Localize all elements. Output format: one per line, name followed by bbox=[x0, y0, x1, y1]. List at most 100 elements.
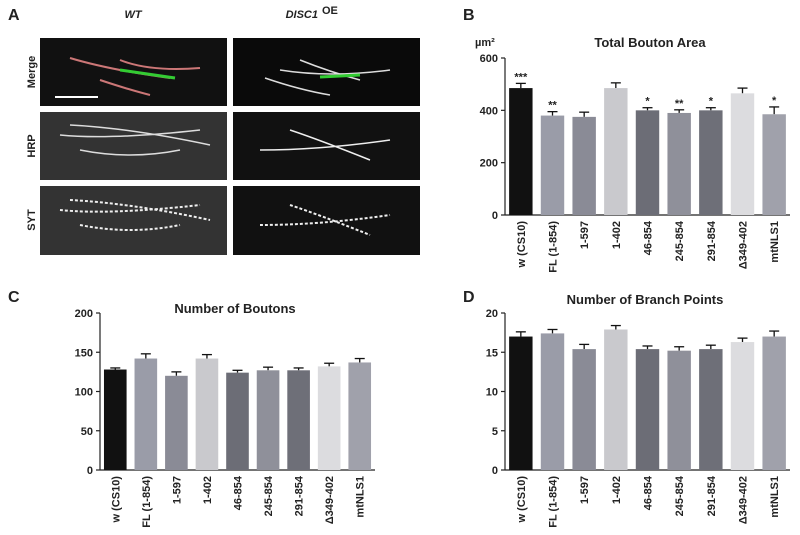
y-tick-label: 0 bbox=[492, 465, 498, 477]
bar bbox=[730, 342, 755, 470]
bar bbox=[256, 370, 280, 470]
x-tick-label: 245-854 bbox=[263, 475, 275, 516]
y-tick-label: 150 bbox=[75, 347, 93, 359]
panel-label: C bbox=[8, 289, 20, 306]
neuron bbox=[259, 129, 391, 161]
x-tick-label: 245-854 bbox=[674, 475, 686, 516]
y-tick-label: 50 bbox=[81, 426, 93, 438]
x-tick-label: 291-854 bbox=[706, 475, 718, 516]
row-label: Merge bbox=[26, 56, 38, 88]
bar bbox=[348, 362, 372, 470]
x-tick-label: 291-854 bbox=[294, 475, 306, 516]
image bbox=[233, 186, 420, 255]
x-tick-label: mtNLS1 bbox=[769, 476, 781, 518]
image bbox=[40, 112, 227, 180]
bar bbox=[730, 93, 755, 215]
bar bbox=[317, 366, 341, 470]
significance: ** bbox=[675, 98, 684, 110]
panel-label: B bbox=[463, 7, 475, 24]
bar bbox=[762, 336, 786, 470]
x-tick-label: FL (1-854) bbox=[141, 476, 153, 528]
bar bbox=[699, 349, 723, 470]
significance: * bbox=[772, 95, 777, 107]
x-tick-label: w (CS10) bbox=[110, 476, 122, 524]
y-tick-label: 20 bbox=[486, 308, 498, 320]
x-tick-label: 1-402 bbox=[202, 476, 214, 504]
bar bbox=[103, 369, 127, 470]
image bbox=[233, 112, 420, 180]
x-tick-label: 46-854 bbox=[233, 475, 245, 510]
x-tick-label: 46-854 bbox=[643, 475, 655, 510]
x-tick-label: mtNLS1 bbox=[769, 221, 781, 263]
significance: * bbox=[645, 96, 650, 108]
neuron bbox=[259, 204, 391, 236]
bar bbox=[572, 116, 596, 215]
neuron bbox=[59, 124, 211, 156]
y-tick-label: 400 bbox=[480, 105, 498, 117]
x-tick-label: FL (1-854) bbox=[548, 221, 560, 273]
bar bbox=[667, 350, 691, 470]
bar bbox=[762, 114, 786, 215]
y-tick-label: 10 bbox=[486, 387, 498, 399]
bar bbox=[540, 115, 565, 215]
x-tick-label: FL (1-854) bbox=[548, 476, 560, 528]
x-tick-label: 291-854 bbox=[706, 220, 718, 261]
bar bbox=[635, 110, 660, 215]
significance: * bbox=[709, 96, 714, 108]
bar bbox=[134, 358, 158, 470]
chart-title: Total Bouton Area bbox=[594, 35, 706, 50]
row-label: SYT bbox=[26, 209, 38, 231]
bar bbox=[540, 333, 565, 470]
y-tick-label: 0 bbox=[492, 210, 498, 222]
y-tick-label: 5 bbox=[492, 426, 498, 438]
y-tick-label: 200 bbox=[75, 308, 93, 320]
chart-title: Number of Boutons bbox=[174, 301, 295, 316]
x-tick-label: Δ349-402 bbox=[738, 476, 750, 524]
panel-a: A WT DISC1 OE Merge HRP SYT bbox=[8, 5, 420, 255]
x-tick-label: Δ349-402 bbox=[738, 221, 750, 269]
bar bbox=[509, 88, 533, 215]
y-tick-label: 100 bbox=[75, 387, 93, 399]
significance: ** bbox=[548, 100, 557, 112]
panel-label: A bbox=[8, 7, 20, 24]
y-tick-label: 600 bbox=[480, 53, 498, 65]
image bbox=[40, 186, 227, 255]
panel-label: D bbox=[463, 289, 475, 306]
bar bbox=[195, 358, 219, 470]
x-tick-label: Δ349-402 bbox=[324, 476, 336, 524]
image bbox=[233, 38, 420, 106]
column-superscript: OE bbox=[322, 5, 338, 17]
x-tick-label: mtNLS1 bbox=[355, 476, 367, 518]
y-tick-label: 0 bbox=[87, 465, 93, 477]
bar bbox=[604, 88, 628, 215]
bar bbox=[572, 349, 596, 470]
bar bbox=[226, 372, 249, 470]
x-tick-label: w (CS10) bbox=[516, 476, 528, 524]
significance: *** bbox=[514, 71, 528, 83]
bar bbox=[287, 370, 310, 470]
y-axis-label: µm² bbox=[475, 37, 495, 49]
column-header: WT bbox=[124, 9, 142, 21]
bar bbox=[667, 112, 691, 215]
y-tick-label: 200 bbox=[480, 158, 498, 170]
neuron bbox=[59, 199, 211, 231]
x-tick-label: 1-402 bbox=[611, 476, 623, 504]
neuron bbox=[264, 59, 391, 96]
axon bbox=[319, 73, 361, 79]
x-tick-label: 1-597 bbox=[171, 476, 183, 504]
x-tick-label: w (CS10) bbox=[516, 221, 528, 269]
bar bbox=[165, 375, 188, 470]
column-header: DISC1 bbox=[286, 9, 318, 21]
x-tick-label: 1-402 bbox=[611, 221, 623, 249]
x-tick-label: 1-597 bbox=[579, 476, 591, 504]
chart-title: Number of Branch Points bbox=[567, 292, 724, 307]
bar bbox=[509, 336, 533, 470]
axon bbox=[119, 68, 176, 80]
bar bbox=[635, 349, 660, 470]
x-tick-label: 1-597 bbox=[579, 221, 591, 249]
row-label: HRP bbox=[26, 134, 38, 157]
x-tick-label: 46-854 bbox=[643, 220, 655, 255]
y-tick-label: 15 bbox=[486, 347, 498, 359]
bar bbox=[604, 329, 628, 470]
